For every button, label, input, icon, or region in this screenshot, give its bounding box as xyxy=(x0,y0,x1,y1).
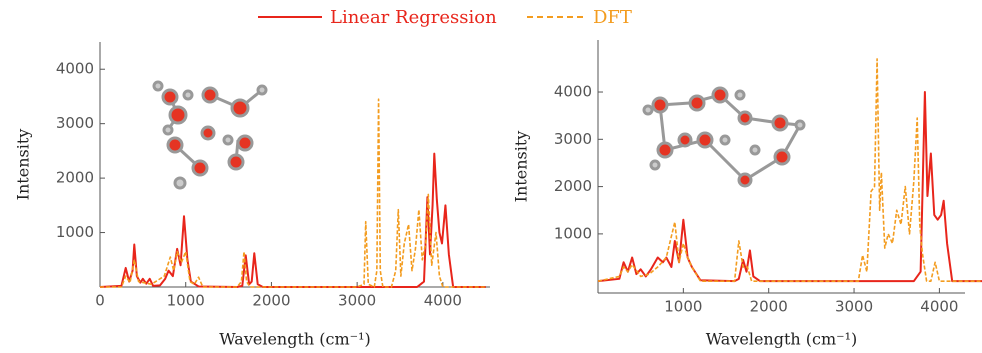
y-tick-label: 2000 xyxy=(554,177,592,195)
y-tick-label: 4000 xyxy=(56,60,94,78)
x-tick-label: 4000 xyxy=(424,292,462,310)
legend-label: Linear Regression xyxy=(330,7,497,28)
spectrum-line xyxy=(100,99,486,287)
figure: Linear Regression DFT 1000 2000 3000 4000 0 1… xyxy=(0,0,982,353)
y-tick-label: 2000 xyxy=(56,169,94,187)
x-tick-label: 2000 xyxy=(252,292,290,310)
molecule-right xyxy=(644,88,804,186)
y-axis-label: Intensity xyxy=(512,131,531,203)
spectrum-line xyxy=(100,154,486,287)
x-tick-label: 2000 xyxy=(750,298,788,316)
x-tick-label: 4000 xyxy=(920,298,958,316)
molecule-left xyxy=(154,82,266,188)
y-tick-label: 4000 xyxy=(554,83,592,101)
y-tick-label: 3000 xyxy=(56,114,94,132)
x-axis-label: Wavelength (cm⁻¹) xyxy=(706,330,858,349)
x-tick-label: 3000 xyxy=(338,292,376,310)
y-tick-label: 1000 xyxy=(554,224,592,242)
y-tick-label: 3000 xyxy=(554,130,592,148)
x-tick-label: 1000 xyxy=(167,292,205,310)
spectrum-line xyxy=(598,92,982,281)
x-tick-label: 0 xyxy=(95,292,105,310)
legend-label: DFT xyxy=(593,7,632,28)
y-tick-label: 1000 xyxy=(56,223,94,241)
x-axis-label: Wavelength (cm⁻¹) xyxy=(219,330,371,349)
x-tick-label: 3000 xyxy=(835,298,873,316)
y-axis-label: Intensity xyxy=(14,129,33,201)
x-tick-label: 1000 xyxy=(664,298,702,316)
